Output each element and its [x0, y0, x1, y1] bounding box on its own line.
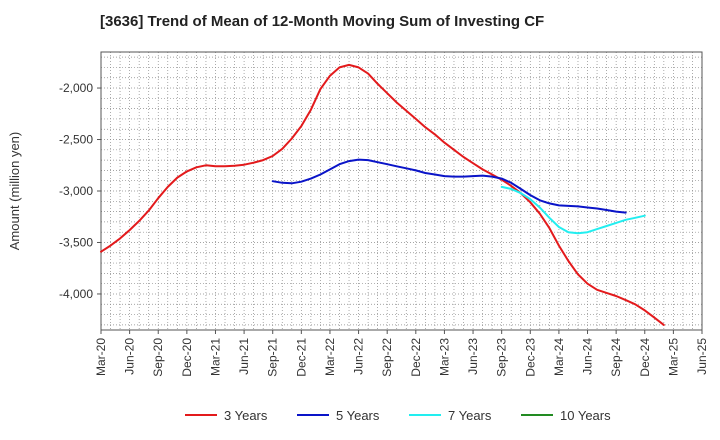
- x-tick-label: Sep-22: [380, 338, 394, 377]
- x-tick-label: Dec-21: [294, 338, 308, 377]
- y-axis-ticks: -4,000 -3,500 -3,000 -2,500 -2,000: [59, 81, 101, 301]
- x-tick-label: Sep-23: [495, 338, 509, 377]
- x-tick-label: Dec-22: [409, 338, 423, 377]
- chart-title: [3636] Trend of Mean of 12-Month Moving …: [100, 13, 545, 30]
- x-tick-label: Sep-20: [151, 338, 165, 377]
- x-tick-label: Jun-24: [581, 338, 595, 375]
- x-tick-label: Sep-24: [609, 338, 623, 377]
- x-tick-label: Mar-22: [323, 338, 337, 376]
- x-tick-label: Mar-23: [437, 338, 451, 376]
- y-axis-label: Amount (million yen): [7, 132, 22, 251]
- x-tick-label: Jun-25: [695, 338, 709, 375]
- series-line-3-years: [100, 63, 665, 326]
- x-tick-label: Mar-20: [94, 338, 108, 376]
- y-tick-label: -3,000: [59, 184, 93, 198]
- y-tick-label: -2,000: [59, 81, 93, 95]
- y-tick-label: -4,000: [59, 287, 93, 301]
- x-tick-label: Jun-20: [123, 338, 137, 375]
- legend-label: 7 Years: [448, 408, 492, 423]
- legend: 3 Years 5 Years 7 Years 10 Years: [185, 408, 611, 423]
- series-line-5-years: [271, 158, 627, 214]
- x-tick-label: Dec-24: [638, 338, 652, 377]
- grid-layer: [100, 52, 703, 330]
- x-tick-label: Dec-23: [523, 338, 537, 377]
- x-tick-label: Sep-21: [266, 338, 280, 377]
- series-line-7-years: [500, 185, 646, 235]
- series-layer: [100, 63, 665, 326]
- y-tick-label: -2,500: [59, 133, 93, 147]
- x-tick-label: Mar-24: [552, 338, 566, 376]
- x-tick-label: Dec-20: [180, 338, 194, 377]
- x-tick-label: Mar-25: [666, 338, 680, 376]
- x-tick-label: Mar-21: [208, 338, 222, 376]
- x-tick-label: Jun-23: [466, 338, 480, 375]
- y-tick-label: -3,500: [59, 235, 93, 249]
- x-tick-label: Jun-21: [237, 338, 251, 375]
- legend-label: 5 Years: [336, 408, 380, 423]
- legend-label: 3 Years: [224, 408, 268, 423]
- x-axis-ticks: Mar-20 Jun-20 Sep-20 Dec-20 Mar-21 Jun-21 Sep-…: [94, 330, 709, 377]
- legend-label: 10 Years: [560, 408, 611, 423]
- x-tick-label: Jun-22: [352, 338, 366, 375]
